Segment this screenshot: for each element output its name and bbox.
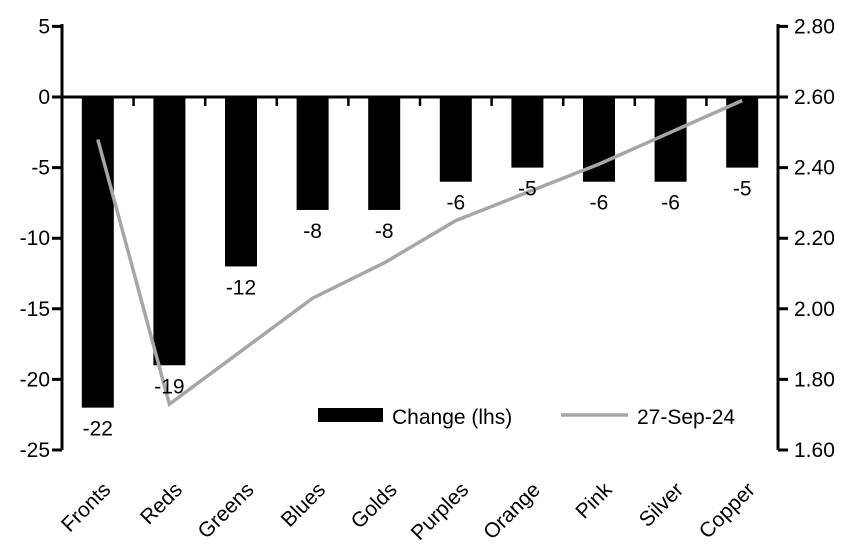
bar-data-label: -19	[154, 375, 184, 398]
bar-Golds	[368, 97, 401, 210]
bar-Reds	[153, 97, 186, 366]
left-axis-tick-label: -5	[31, 157, 50, 180]
bar-Greens	[225, 97, 257, 267]
left-axis-tick-label: 0	[38, 86, 50, 109]
left-axis-tick-label: -25	[20, 439, 50, 462]
category-label: Silver	[635, 478, 688, 531]
legend-bar-swatch	[318, 408, 383, 422]
right-axis-tick-label: 1.80	[794, 368, 835, 391]
bar-Orange	[511, 97, 544, 168]
right-axis-tick-label: 2.40	[794, 157, 835, 180]
bar-Blues	[296, 97, 329, 210]
bar-data-label: -12	[226, 276, 256, 299]
bar-Copper	[726, 97, 759, 168]
category-label: Copper	[695, 478, 760, 543]
right-axis-tick-label: 2.20	[794, 227, 835, 250]
bar-data-label: -8	[303, 220, 322, 243]
legend-label-line: 27-Sep-24	[637, 406, 735, 429]
bar-Purples	[439, 97, 472, 182]
category-label: Blues	[277, 478, 330, 531]
right-axis-tick-label: 2.80	[794, 15, 835, 38]
left-axis-tick-label: -10	[20, 227, 50, 250]
bar-data-label: -6	[590, 192, 609, 215]
left-axis-tick-label: -15	[20, 298, 50, 321]
left-axis-tick-label: 5	[38, 15, 50, 38]
bar-data-label: -5	[733, 178, 752, 201]
bar-data-label: -6	[661, 192, 680, 215]
legend-label-bars: Change (lhs)	[392, 406, 512, 429]
bar-Fronts	[81, 97, 114, 408]
left-axis	[52, 24, 64, 452]
bar-Silver	[654, 97, 687, 182]
right-axis	[776, 24, 788, 452]
bar-data-label: -8	[375, 220, 394, 243]
right-axis-tick-label: 2.00	[794, 298, 835, 321]
right-axis-tick-label: 1.60	[794, 439, 835, 462]
line-series	[96, 98, 743, 408]
category-label: Orange	[479, 478, 545, 544]
bar-data-label: -5	[518, 178, 537, 201]
category-label: Purples	[407, 478, 474, 545]
category-label: Greens	[194, 478, 259, 543]
category-label: Pink	[571, 478, 617, 524]
category-label: Reds	[136, 478, 187, 529]
right-axis-tick-label: 2.60	[794, 86, 835, 109]
category-label: Fronts	[57, 478, 115, 536]
left-axis-tick-label: -20	[20, 368, 50, 391]
category-label: Golds	[347, 478, 402, 533]
bar-data-label: -22	[83, 418, 113, 441]
bar-data-label: -6	[446, 192, 465, 215]
